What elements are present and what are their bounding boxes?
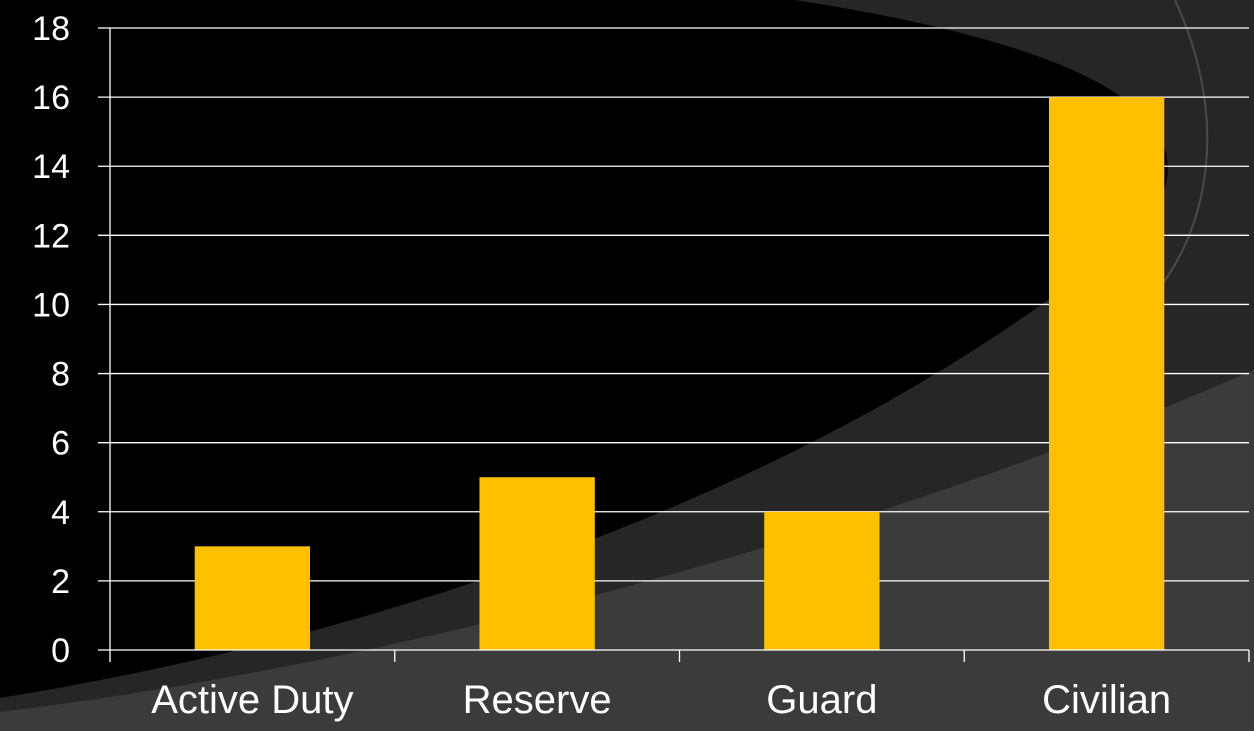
y-tick-label-12: 12 xyxy=(32,217,70,255)
axes xyxy=(98,28,1250,662)
y-tick-label-6: 6 xyxy=(51,425,70,463)
bar-guard xyxy=(764,511,880,650)
y-tick-label-4: 4 xyxy=(51,494,70,532)
y-tick-label-2: 2 xyxy=(51,563,70,601)
tick-labels: 0 2 4 6 8 10 12 14 16 18 Active Duty Reserve Guard Ci… xyxy=(32,10,1171,722)
y-tick-label-0: 0 xyxy=(51,632,70,670)
bar-civilian xyxy=(1048,97,1165,651)
x-tick-label-reserve: Reserve xyxy=(463,678,612,722)
x-tick-label-guard: Guard xyxy=(766,678,877,722)
bar-reserve xyxy=(479,477,595,650)
y-tick-label-10: 10 xyxy=(32,286,70,324)
bar-active-duty xyxy=(194,546,311,650)
x-tick-label-active-duty: Active Duty xyxy=(151,678,353,722)
y-tick-label-16: 16 xyxy=(32,79,70,117)
background-swoosh-edge xyxy=(1149,0,1209,301)
background-swoosh-inner xyxy=(0,370,1254,731)
y-tick-label-18: 18 xyxy=(32,10,70,48)
x-tick-label-civilian: Civilian xyxy=(1042,678,1171,722)
y-tick-label-14: 14 xyxy=(32,148,70,186)
bars xyxy=(194,97,1165,651)
y-tick-label-8: 8 xyxy=(51,356,70,394)
